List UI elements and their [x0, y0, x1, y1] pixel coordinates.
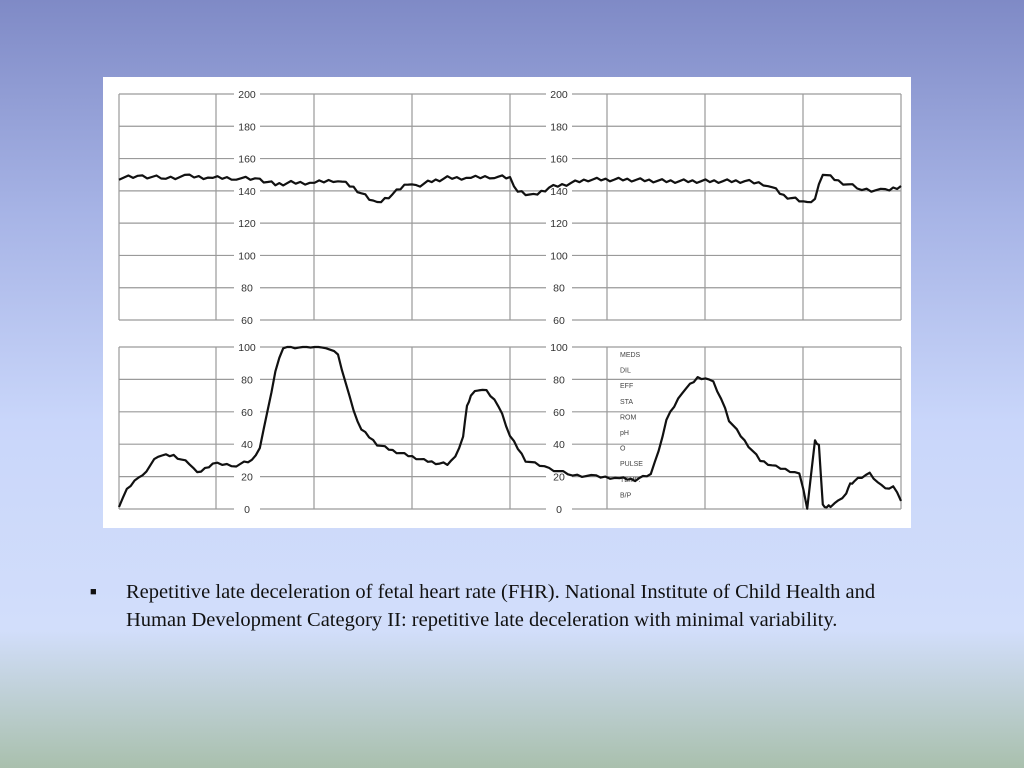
tick-label-bg: [546, 217, 572, 230]
y-tick-label: 20: [241, 472, 253, 484]
side-label: PULSE: [620, 461, 643, 468]
y-tick-label: 100: [238, 250, 256, 262]
y-tick-label: 100: [550, 250, 568, 262]
side-label: ROM: [620, 414, 637, 421]
tick-label-bg: [234, 341, 260, 353]
tick-label-bg: [234, 184, 260, 197]
y-tick-label: 60: [241, 407, 253, 419]
y-tick-label: 80: [241, 283, 253, 295]
tick-label-bg: [546, 120, 572, 133]
side-label: STA: [620, 399, 633, 406]
tick-label-bg: [234, 281, 260, 294]
tick-label-bg: [546, 184, 572, 197]
tick-label-bg: [546, 438, 572, 451]
y-tick-label: 200: [550, 89, 568, 101]
tick-label-bg: [234, 470, 260, 483]
y-tick-label: 120: [238, 218, 256, 230]
trace-line: [118, 173, 902, 204]
y-tick-label: 40: [241, 439, 253, 451]
tick-label-bg: [234, 503, 260, 515]
y-tick-label: 60: [553, 407, 565, 419]
side-label: MEDS: [620, 352, 641, 359]
y-tick-label: 20: [553, 472, 565, 484]
fhr-panel: 200 180 160 140 120 100 80 60 200 180 160 140 120 100…: [118, 88, 902, 327]
tick-label-bg: [546, 152, 572, 165]
trace-line: [117, 345, 903, 510]
side-label: TEMP.: [620, 477, 641, 484]
bullet-icon: ■: [90, 586, 97, 598]
y-tick-label: 140: [238, 186, 256, 198]
tick-label-bg: [234, 405, 260, 418]
y-tick-label: 160: [550, 154, 568, 166]
y-tick-label: 60: [553, 315, 565, 327]
tick-label-bg: [546, 503, 572, 515]
side-label: EFF: [620, 383, 633, 390]
side-label: B/P: [620, 492, 632, 499]
side-label: pH: [620, 430, 629, 437]
tick-label-bg: [234, 249, 260, 262]
y-tick-label: 0: [556, 504, 562, 516]
tick-label-bg: [546, 373, 572, 386]
y-tick-label: 80: [553, 374, 565, 386]
y-tick-label: 80: [553, 283, 565, 295]
y-tick-label: 180: [550, 121, 568, 133]
y-tick-label: 180: [238, 121, 256, 133]
y-tick-label: 60: [241, 315, 253, 327]
tick-label-bg: [546, 88, 572, 100]
tick-label-bg: [234, 88, 260, 100]
tick-label-bg: [234, 438, 260, 451]
y-tick-label: 0: [244, 504, 250, 516]
tick-label-bg: [546, 341, 572, 353]
tick-label-bg: [546, 281, 572, 294]
tick-label-bg: [546, 405, 572, 418]
caption-text: Repetitive late deceleration of fetal he…: [126, 581, 876, 631]
y-tick-label: 100: [550, 342, 568, 354]
y-tick-label: 100: [238, 342, 256, 354]
y-tick-label: 120: [550, 218, 568, 230]
tick-label-bg: [546, 249, 572, 262]
side-label: O: [620, 446, 626, 453]
ctg-figure: 200 180 160 140 120 100 80 60 200 180 160 140 120 100…: [103, 77, 911, 528]
tick-label-bg: [234, 373, 260, 386]
y-tick-label: 140: [550, 186, 568, 198]
y-tick-label: 80: [241, 374, 253, 386]
y-tick-label: 200: [238, 89, 256, 101]
caption-bullet-item: ■ Repetitive late deceleration of fetal …: [90, 578, 940, 634]
y-tick-label: 160: [238, 154, 256, 166]
tick-label-bg: [234, 314, 260, 326]
y-tick-label: 40: [553, 439, 565, 451]
uc-panel: 100 80 60 40 20 0 100 80 60 40 20 0 MEDS DIL EFF STA ROM…: [117, 341, 903, 516]
ctg-chart: 2001801601401201008060200180160140120100…: [117, 88, 903, 516]
tick-label-bg: [234, 120, 260, 133]
tick-label-bg: [546, 314, 572, 326]
tick-label-bg: [234, 152, 260, 165]
tick-label-bg: [234, 217, 260, 230]
side-label: DIL: [620, 368, 631, 375]
